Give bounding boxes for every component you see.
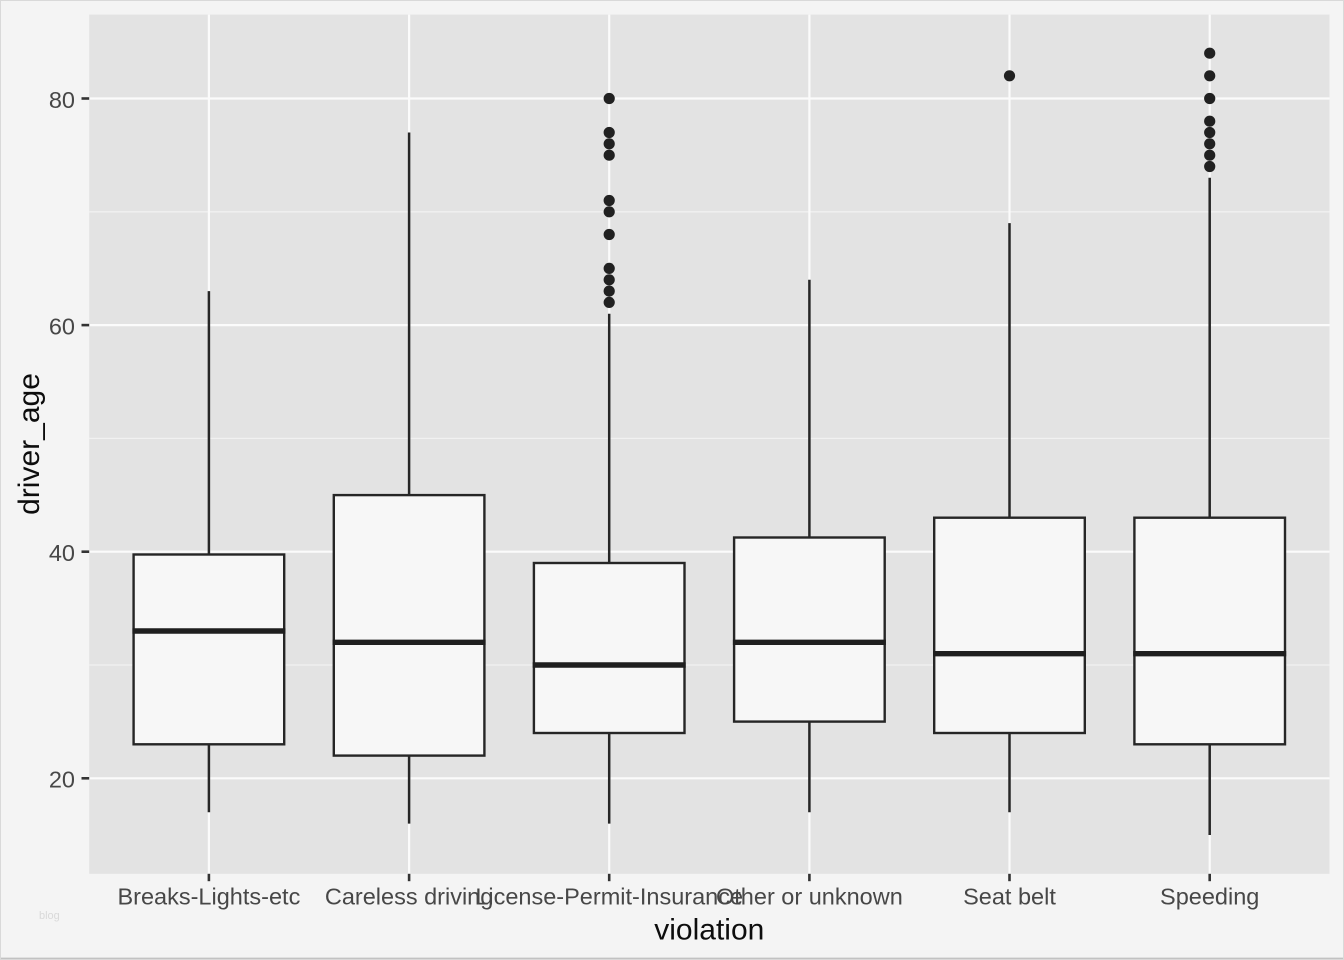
svg-text:Speeding: Speeding bbox=[1160, 884, 1259, 910]
svg-text:Seat belt: Seat belt bbox=[963, 884, 1056, 910]
svg-text:40: 40 bbox=[49, 540, 75, 566]
svg-text:driver_age: driver_age bbox=[13, 373, 46, 515]
svg-text:Other or unknown: Other or unknown bbox=[716, 884, 903, 910]
svg-text:Careless driving: Careless driving bbox=[325, 884, 493, 910]
svg-text:60: 60 bbox=[49, 314, 75, 340]
svg-text:20: 20 bbox=[49, 767, 75, 793]
svg-text:violation: violation bbox=[654, 914, 764, 947]
svg-text:blog: blog bbox=[39, 910, 60, 922]
svg-text:80: 80 bbox=[49, 87, 75, 113]
svg-text:Breaks-Lights-etc: Breaks-Lights-etc bbox=[117, 884, 300, 910]
svg-text:License-Permit-Insurance: License-Permit-Insurance bbox=[475, 884, 743, 910]
